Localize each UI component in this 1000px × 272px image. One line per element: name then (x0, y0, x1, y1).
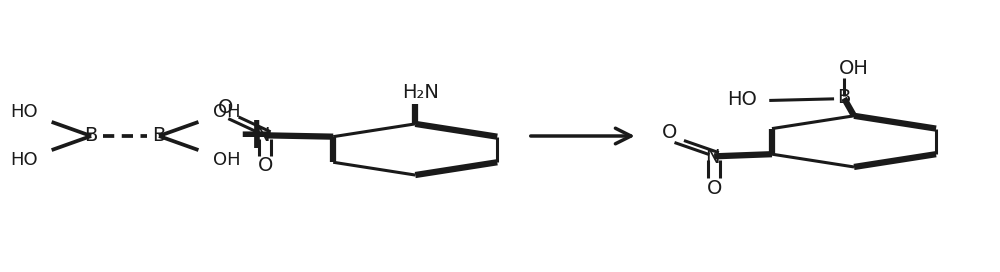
Text: O: O (218, 98, 233, 117)
Text: N: N (705, 148, 719, 167)
Text: O: O (706, 179, 722, 197)
Text: OH: OH (839, 59, 869, 78)
Text: O: O (662, 123, 677, 143)
Text: B: B (152, 126, 166, 146)
Text: B: B (837, 88, 851, 107)
Text: H₂N: H₂N (402, 83, 439, 102)
Text: HO: HO (727, 90, 757, 109)
Text: +: + (237, 115, 274, 157)
Text: HO: HO (10, 151, 38, 169)
Text: N: N (255, 126, 270, 145)
Text: HO: HO (10, 103, 38, 121)
Text: B: B (84, 126, 98, 146)
Text: O: O (258, 156, 273, 175)
Text: OH: OH (213, 103, 240, 121)
Text: OH: OH (213, 151, 240, 169)
